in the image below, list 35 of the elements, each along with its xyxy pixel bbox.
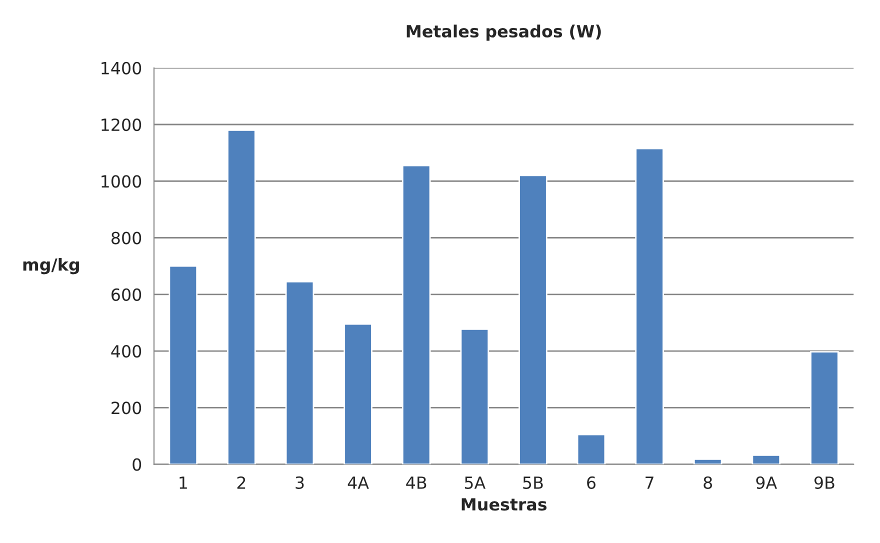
x-tick-label: 4B — [406, 476, 426, 489]
bar — [576, 434, 606, 464]
y-tick-label: 1400 — [102, 62, 142, 74]
bar — [168, 265, 198, 464]
y-tick-label: 1000 — [102, 175, 142, 188]
bar — [635, 148, 664, 464]
y-axis-title: mg/kg — [23, 258, 79, 274]
x-tick-label: 8 — [704, 476, 712, 489]
x-tick-label: 3 — [296, 476, 304, 489]
bar — [344, 323, 372, 464]
y-tick-label: 1200 — [102, 118, 142, 132]
x-tick-label: 5A — [464, 476, 486, 489]
x-tick-label: 1 — [180, 476, 187, 489]
x-tick-label: 5B — [523, 476, 543, 489]
bar — [693, 458, 722, 464]
x-axis-title: Muestras — [462, 498, 547, 511]
y-tick-label: 600 — [112, 288, 142, 301]
x-tick-label: 2 — [237, 476, 246, 489]
bar — [227, 129, 256, 464]
y-tick-label: 400 — [111, 344, 142, 358]
x-tick-label: 7 — [646, 476, 654, 489]
x-tick-label: 9A — [756, 476, 778, 489]
chart-title: Metales pesados (W) — [406, 24, 601, 41]
y-tick-label: 200 — [112, 402, 142, 414]
x-tick-label: 4A — [348, 476, 369, 489]
y-tick-label: 800 — [112, 232, 142, 244]
x-tick-label: 6 — [587, 476, 596, 489]
bar — [402, 164, 431, 464]
bar — [752, 454, 781, 464]
bar — [285, 280, 314, 464]
bar — [460, 328, 490, 464]
x-tick-label: 9B — [814, 476, 834, 489]
bar — [518, 174, 548, 464]
y-tick-label: 0 — [132, 458, 142, 471]
bar — [810, 351, 839, 464]
